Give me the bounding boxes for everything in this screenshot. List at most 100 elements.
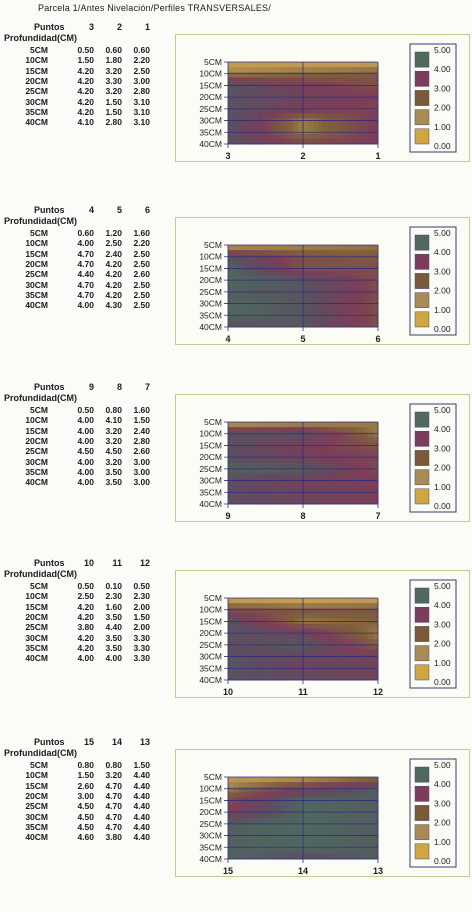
heatmap-cell: [243, 270, 249, 277]
heatmap-cell: [288, 452, 294, 459]
depth-cell: 40CM: [25, 653, 48, 664]
heatmap-cell: [318, 843, 324, 850]
value-cell: 3.50: [105, 477, 122, 488]
heatmap-cell: [318, 275, 324, 282]
heatmap-cell: [343, 432, 349, 438]
value-cell: 0.50: [77, 581, 94, 591]
heatmap-cell: [348, 291, 354, 297]
heatmap-cell: [233, 133, 239, 140]
heatmap-cell: [258, 639, 264, 645]
heatmap-cell: [258, 613, 264, 619]
heatmap-cell: [358, 422, 364, 428]
heatmap-cell: [248, 603, 254, 609]
heatmap-cell: [233, 316, 239, 323]
heatmap-cell: [228, 452, 234, 459]
heatmap-cell: [373, 848, 379, 855]
heatmap-cell: [283, 311, 289, 318]
heatmap-cell: [338, 669, 344, 676]
heatmap-cell: [298, 432, 304, 438]
heatmap-cell: [323, 818, 329, 824]
heatmap-cell: [233, 306, 239, 313]
heatmap-cell: [278, 422, 284, 428]
heatmap-cell: [338, 286, 344, 292]
heatmap-cell: [268, 628, 274, 635]
heatmap-cell: [303, 468, 309, 474]
heatmap-cell: [363, 447, 369, 454]
heatmap-cell: [333, 488, 339, 495]
heatmap-cell: [248, 316, 254, 323]
heatmap-cell: [258, 311, 264, 318]
heatmap-cell: [328, 473, 334, 479]
heatmap-cell: [238, 87, 244, 94]
heatmap-cell: [368, 432, 374, 438]
heatmap-cell: [293, 77, 299, 83]
heatmap-cell: [338, 108, 344, 114]
heatmap-cell: [293, 245, 299, 251]
heatmap-cell: [278, 664, 284, 671]
value-cell: 4.20: [77, 86, 94, 97]
heatmap-cell: [253, 92, 259, 99]
heatmap-cell: [243, 674, 249, 681]
heatmap-cell: [338, 493, 344, 500]
heatmap-cell: [278, 291, 284, 297]
heatmap-cell: [253, 848, 259, 855]
heatmap-cell: [363, 432, 369, 438]
heatmap-cell: [273, 291, 279, 297]
value-cell: 3.00: [77, 790, 94, 801]
heatmap-cell: [233, 422, 239, 428]
depth-cell: 25CM: [25, 269, 48, 280]
heatmap-cell: [323, 77, 329, 83]
heatmap-cell: [338, 828, 344, 834]
depth-tick-label: 5CM: [204, 417, 222, 427]
heatmap-cell: [358, 260, 364, 266]
heatmap-cell: [228, 468, 234, 474]
heatmap-cell: [263, 807, 269, 814]
heatmap-cell: [303, 848, 309, 855]
value-cell: 3.00: [133, 456, 150, 467]
depth-cell: 5CM: [30, 760, 48, 770]
heatmap-cell: [298, 483, 304, 490]
heatmap-cell: [368, 478, 374, 484]
value-cell: 3.20: [105, 435, 122, 446]
legend-swatch: [414, 292, 430, 309]
heatmap-cell: [278, 432, 284, 438]
heatmap-cell: [338, 118, 344, 124]
heatmap-cell: [278, 493, 284, 500]
heatmap-cell: [288, 118, 294, 124]
heatmap-cell: [283, 316, 289, 323]
heatmap-cell: [248, 296, 254, 302]
heatmap-cell: [278, 848, 284, 855]
heatmap-cell: [278, 128, 284, 135]
heatmap-cell: [288, 255, 294, 261]
value-cell: 1.20: [105, 228, 122, 238]
heatmap-cell: [273, 62, 279, 68]
heatmap-cell: [293, 118, 299, 124]
heatmap-cell: [338, 72, 344, 78]
heatmap-cell: [363, 664, 369, 671]
heatmap-cell: [323, 270, 329, 277]
heatmap-cell: [263, 316, 269, 323]
heatmap-cell: [283, 62, 289, 68]
heatmap-cell: [248, 452, 254, 459]
heatmap-cell: [343, 812, 349, 819]
heatmap-cell: [313, 437, 319, 443]
depth-cell: 5CM: [30, 228, 48, 238]
heatmap-cell: [283, 818, 289, 824]
heatmap-cell: [243, 301, 249, 307]
heatmap-cell: [248, 853, 254, 860]
heatmap-cell: [303, 498, 309, 505]
heatmap-cell: [263, 787, 269, 793]
heatmap-cell: [333, 608, 339, 614]
heatmap-cell: [338, 787, 344, 793]
value-cell: 4.40: [133, 832, 150, 843]
heatmap-cell: [283, 848, 289, 855]
heatmap-cell: [243, 639, 249, 645]
heatmap-cell: [323, 260, 329, 266]
table-row: 15CM 4.20 3.20 2.50: [0, 66, 168, 77]
heatmap-cell: [243, 103, 249, 109]
heatmap-cell: [308, 848, 314, 855]
heatmap-cell: [248, 598, 254, 604]
heatmap-cell: [258, 628, 264, 635]
heatmap-cell: [268, 782, 274, 788]
heatmap-cell: [323, 848, 329, 855]
